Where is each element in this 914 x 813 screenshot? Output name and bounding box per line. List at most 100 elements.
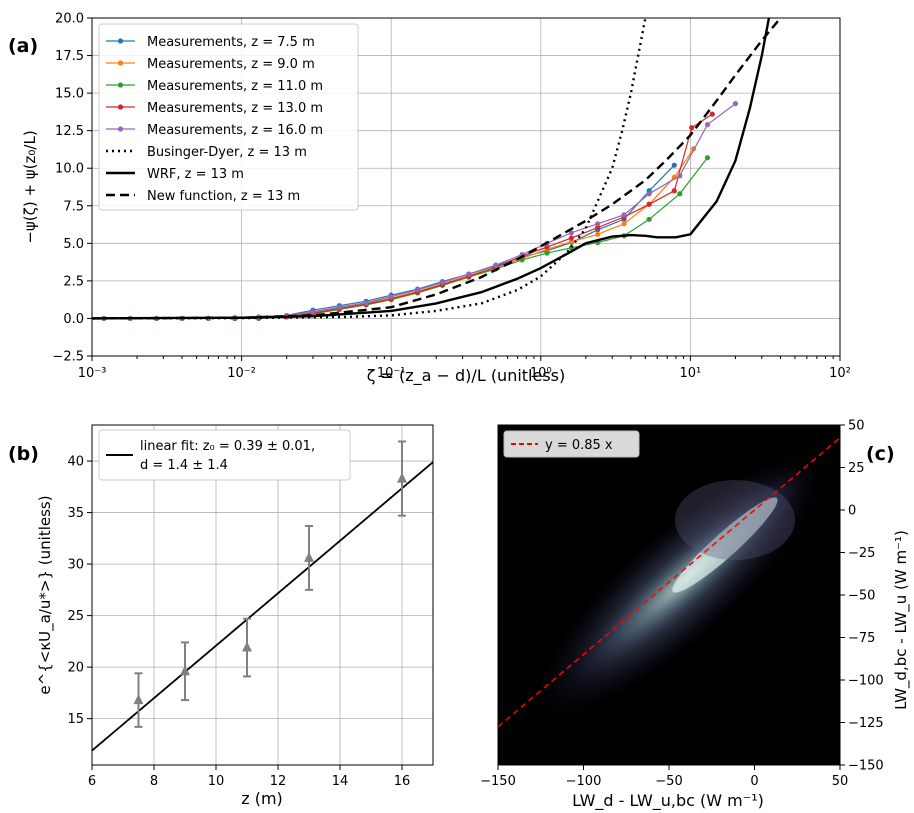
panel-c-ytick-label: 50 xyxy=(848,419,865,434)
panel-b-xtick-label: 12 xyxy=(270,774,287,789)
panel-b-series xyxy=(92,440,433,752)
series-point-0 xyxy=(671,162,677,168)
panel-b-xtick-label: 16 xyxy=(394,774,411,789)
panel-c-ytick-label: 25 xyxy=(848,461,865,476)
fit-line xyxy=(92,461,433,752)
panel-c-legend-box xyxy=(503,430,640,458)
panel-c-heatmap xyxy=(498,437,840,728)
legend-marker-0 xyxy=(117,38,124,44)
panel-a-ytick-label: 7.5 xyxy=(63,199,84,214)
panel-c-ytick-label: −75 xyxy=(848,631,875,646)
panel-c-xtick-label: −100 xyxy=(566,774,602,789)
panel-c-xtick-label: −50 xyxy=(655,774,682,789)
panel-a-ytick-label: 2.5 xyxy=(63,274,84,289)
series-point-1 xyxy=(621,221,627,227)
panel-b-xtick-label: 10 xyxy=(208,774,225,789)
panel-b-ytick-label: 20 xyxy=(67,661,84,676)
legend-entry-4: Measurements, z = 16.0 m xyxy=(147,123,323,138)
series-point-2 xyxy=(677,191,683,197)
series-point-4 xyxy=(732,101,739,107)
data-point xyxy=(242,641,252,652)
panel-c-ytick-label: −25 xyxy=(848,546,875,561)
series-point-4 xyxy=(493,262,499,268)
panel-b-frame xyxy=(91,424,434,766)
series-point-4 xyxy=(677,173,683,179)
legend-entry-7: New function, z = 13 m xyxy=(147,189,300,204)
panel-a-label: (a) xyxy=(8,35,38,57)
panel-b-legend-box xyxy=(98,429,351,481)
panel-c-ticks: −150 −100 −50 0 50 50 25 0 −25 −50 −75 −100 −125 −150 xyxy=(480,419,884,790)
panel-c-label: (c) xyxy=(866,443,895,465)
series-point-4 xyxy=(363,300,369,306)
series-point-3 xyxy=(595,224,601,231)
series-line-7 xyxy=(92,18,783,320)
panel-b-xtick-label: 6 xyxy=(88,774,96,789)
panel-a-ytick-label: 5.0 xyxy=(63,237,84,252)
panel-a-series xyxy=(92,18,783,322)
panel-a-ylabel: −ψ(ζ) + ψ(z₀/L) xyxy=(21,130,39,243)
panel-b-legend-text-1: linear fit: z₀ = 0.39 ± 0.01, xyxy=(140,439,315,454)
panel-a-xtick-label: 10⁻³ xyxy=(78,366,107,381)
data-point xyxy=(304,551,314,562)
panel-c-xtick-label: 0 xyxy=(750,774,758,789)
legend-entry-5: Businger-Dyer, z = 13 m xyxy=(147,145,307,160)
panel-a-legend-box xyxy=(98,23,359,211)
series-point-2 xyxy=(646,216,652,222)
panel-b-ytick-label: 15 xyxy=(67,712,84,727)
panel-c-xlabel: LW_d - LW_u,bc (W m⁻¹) xyxy=(572,791,764,811)
panel-b-ytick-label: 35 xyxy=(67,506,84,521)
series-point-4 xyxy=(439,279,446,285)
panel-c-legend: y = 0.85 x xyxy=(503,430,640,458)
series-point-4 xyxy=(621,212,627,218)
panel-b-ytick-label: 40 xyxy=(67,455,84,470)
panel-a-ytick-label: 20.0 xyxy=(55,12,84,27)
panel-c-xtick-label: 50 xyxy=(832,774,849,789)
legend-entry-0: Measurements, z = 7.5 m xyxy=(147,35,315,50)
panel-b-ytick-label: 30 xyxy=(67,558,84,573)
series-point-4 xyxy=(414,287,421,293)
panel-a: 10⁻³ 10⁻² 10⁻¹ 10⁰ 10¹ 10² −2.5 0.0 2.5 5.0 7.5 10.… xyxy=(8,12,851,387)
panel-a-ytick-label: 15.0 xyxy=(55,87,84,102)
data-point xyxy=(180,665,190,676)
series-point-4 xyxy=(310,309,316,315)
panel-b-ylabel: e^{<κU_a/u*>} (unitless) xyxy=(36,495,55,694)
series-point-1 xyxy=(568,239,574,245)
panel-b-xtick-label: 8 xyxy=(150,774,158,789)
series-point-3 xyxy=(689,125,695,131)
panel-c-ytick-label: 0 xyxy=(848,504,856,519)
panel-b: 6 8 10 12 14 16 15 20 25 30 35 40 (b) z (m) e^{<κU_… xyxy=(8,424,434,808)
legend-marker-4 xyxy=(117,126,124,132)
panel-c-xtick-label: −150 xyxy=(480,774,516,789)
panel-c-ytick-label: −125 xyxy=(848,716,884,731)
panel-c-ylabel: LW_d,bc - LW_u (W m⁻¹) xyxy=(892,530,911,710)
panel-a-xtick-label: 10⁻² xyxy=(227,366,256,381)
panel-c: −150 −100 −50 0 5050250−25−50−75−100−125−150… xyxy=(480,419,911,812)
series-point-4 xyxy=(388,294,394,300)
panel-a-ytick-label: −2.5 xyxy=(52,350,84,365)
reference-line xyxy=(498,437,840,728)
series-point-3 xyxy=(646,201,652,207)
panel-a-ticks: 10⁻³ 10⁻² 10⁻¹ 10⁰ 10¹ 10² −2.5 0.0 2.5 5.0 7.5 10.… xyxy=(52,12,850,382)
legend-entry-2: Measurements, z = 11.0 m xyxy=(147,79,323,94)
panel-c-ytick-label: −100 xyxy=(848,674,884,689)
panel-c-legend-text: y = 0.85 x xyxy=(545,438,613,453)
series-point-3 xyxy=(671,188,677,194)
panel-a-xtick-label: 10² xyxy=(829,366,851,381)
panel-a-ytick-label: 12.5 xyxy=(55,124,84,139)
legend-entry-3: Measurements, z = 13.0 m xyxy=(147,101,323,116)
panel-b-xlabel: z (m) xyxy=(241,789,283,808)
panel-b-xtick-label: 14 xyxy=(332,774,349,789)
heatmap-density-scatter xyxy=(675,480,795,560)
series-point-4 xyxy=(646,191,652,197)
series-point-2 xyxy=(544,250,550,256)
panel-b-ticks: 6 8 10 12 14 16 15 20 25 30 35 40 xyxy=(67,455,410,789)
panel-c-ytick-label: −50 xyxy=(848,589,875,604)
panel-b-grid xyxy=(92,425,433,765)
series-line-6 xyxy=(92,18,771,320)
series-point-4 xyxy=(704,122,711,128)
panel-a-xlabel: ζ = (z_a − d)/L (unitless) xyxy=(367,366,566,386)
panel-a-xtick-label: 10⁻¹ xyxy=(377,366,406,381)
series-point-3 xyxy=(544,244,550,250)
series-point-1 xyxy=(595,231,601,237)
